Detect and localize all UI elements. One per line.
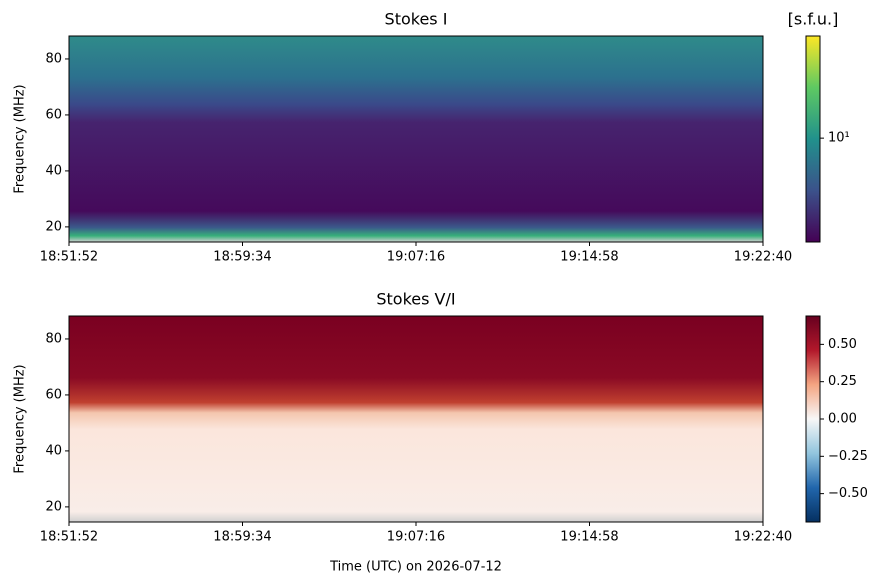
colorbar-tick-label: 0.00 xyxy=(828,412,857,427)
y-tick-label: 20 xyxy=(45,219,62,234)
y-tick-label: 40 xyxy=(45,163,62,178)
colorbar-label: [s.f.u.] xyxy=(788,10,839,29)
y-axis-label: Frequency (MHz) xyxy=(13,364,28,473)
x-tick-label: 19:14:58 xyxy=(560,250,618,265)
x-tick-label: 19:22:40 xyxy=(734,530,792,545)
x-tick-label: 19:07:16 xyxy=(387,530,445,545)
x-axis-label: Time (UTC) on 2026-07-12 xyxy=(329,560,502,575)
colorbar-tick-label: −0.50 xyxy=(828,486,868,501)
x-tick-label: 19:22:40 xyxy=(734,250,792,265)
y-tick-label: 40 xyxy=(45,443,62,458)
x-tick-label: 18:51:52 xyxy=(40,250,98,265)
colorbar-tick-label: −0.25 xyxy=(828,449,868,464)
chart-title: Stokes V/I xyxy=(376,290,455,309)
colorbar-tick-label: 0.50 xyxy=(828,337,857,352)
x-tick-label: 19:14:58 xyxy=(560,530,618,545)
colorbar xyxy=(805,315,821,523)
heatmap xyxy=(69,36,763,242)
y-axis-label: Frequency (MHz) xyxy=(13,84,28,193)
y-tick-label: 60 xyxy=(45,387,62,402)
x-tick-label: 18:59:34 xyxy=(213,250,271,265)
y-tick-label: 60 xyxy=(45,107,62,122)
x-tick-label: 19:07:16 xyxy=(387,250,445,265)
colorbar xyxy=(805,35,821,243)
x-tick-label: 18:59:34 xyxy=(213,530,271,545)
chart-title: Stokes I xyxy=(385,10,448,29)
y-tick-label: 80 xyxy=(45,51,62,66)
y-tick-label: 20 xyxy=(45,499,62,514)
heatmap xyxy=(69,316,763,522)
colorbar-tick-label: 10¹ xyxy=(828,131,850,146)
colorbar-tick-label: 0.25 xyxy=(828,374,857,389)
y-tick-label: 80 xyxy=(45,331,62,346)
x-tick-label: 18:51:52 xyxy=(40,530,98,545)
